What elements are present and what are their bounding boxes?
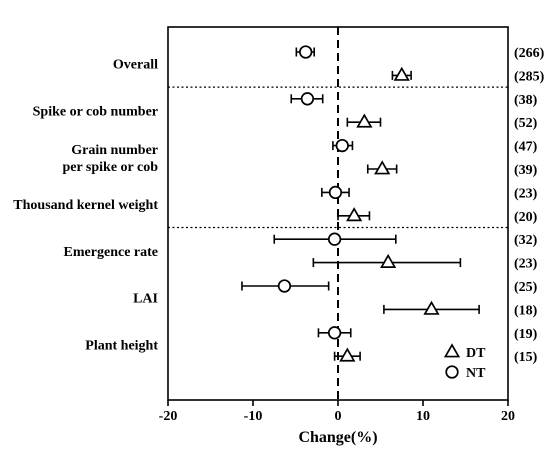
sample-size-label: (18) [514,303,538,318]
sample-size-label: (20) [514,210,538,225]
dt-point [380,253,397,268]
sample-size-label: (39) [514,163,538,178]
dt-point [346,207,363,222]
x-tick-label: 20 [501,409,515,424]
nt-point [277,279,292,293]
group-label: Emergence rate [64,245,158,260]
sample-size-label: (15) [514,350,538,365]
x-tick-label: -20 [159,409,178,424]
nt-point [300,92,315,106]
sample-size-label: (19) [514,327,538,342]
sample-size-label: (266) [514,46,545,61]
sample-size-label: (47) [514,140,538,155]
legend-circle-marker [445,365,459,379]
nt-point [328,185,343,200]
nt-point [327,326,342,340]
sample-size-label: (38) [514,93,538,108]
dt-point [339,347,356,362]
group-label: Spike or cob number [33,105,158,120]
group-label: Overall [113,58,158,73]
nt-point [327,232,342,246]
legend-triangle-marker [443,343,461,358]
nt-point [299,45,313,59]
dt-point [423,300,440,315]
sample-size-label: (285) [514,69,545,84]
x-tick-label: 10 [416,409,430,424]
nt-point [335,138,349,153]
dt-point [374,160,391,175]
group-label: LAI [133,292,158,307]
sample-size-label: (52) [514,116,538,131]
legend-label: NT [466,366,486,381]
group-label: Grain number per spike or cob [62,143,158,175]
x-tick-label: 0 [335,409,342,424]
group-label: Plant height [85,339,158,354]
sample-size-label: (25) [514,280,538,295]
legend-label: DT [466,346,486,361]
sample-size-label: (32) [514,233,538,248]
x-axis-title: Change(%) [298,429,377,446]
x-tick-label: -10 [244,409,263,424]
dt-point [393,66,410,81]
group-label: Thousand kernel weight [13,198,158,213]
sample-size-label: (23) [514,186,538,201]
dt-point [356,113,373,128]
sample-size-label: (23) [514,257,538,272]
